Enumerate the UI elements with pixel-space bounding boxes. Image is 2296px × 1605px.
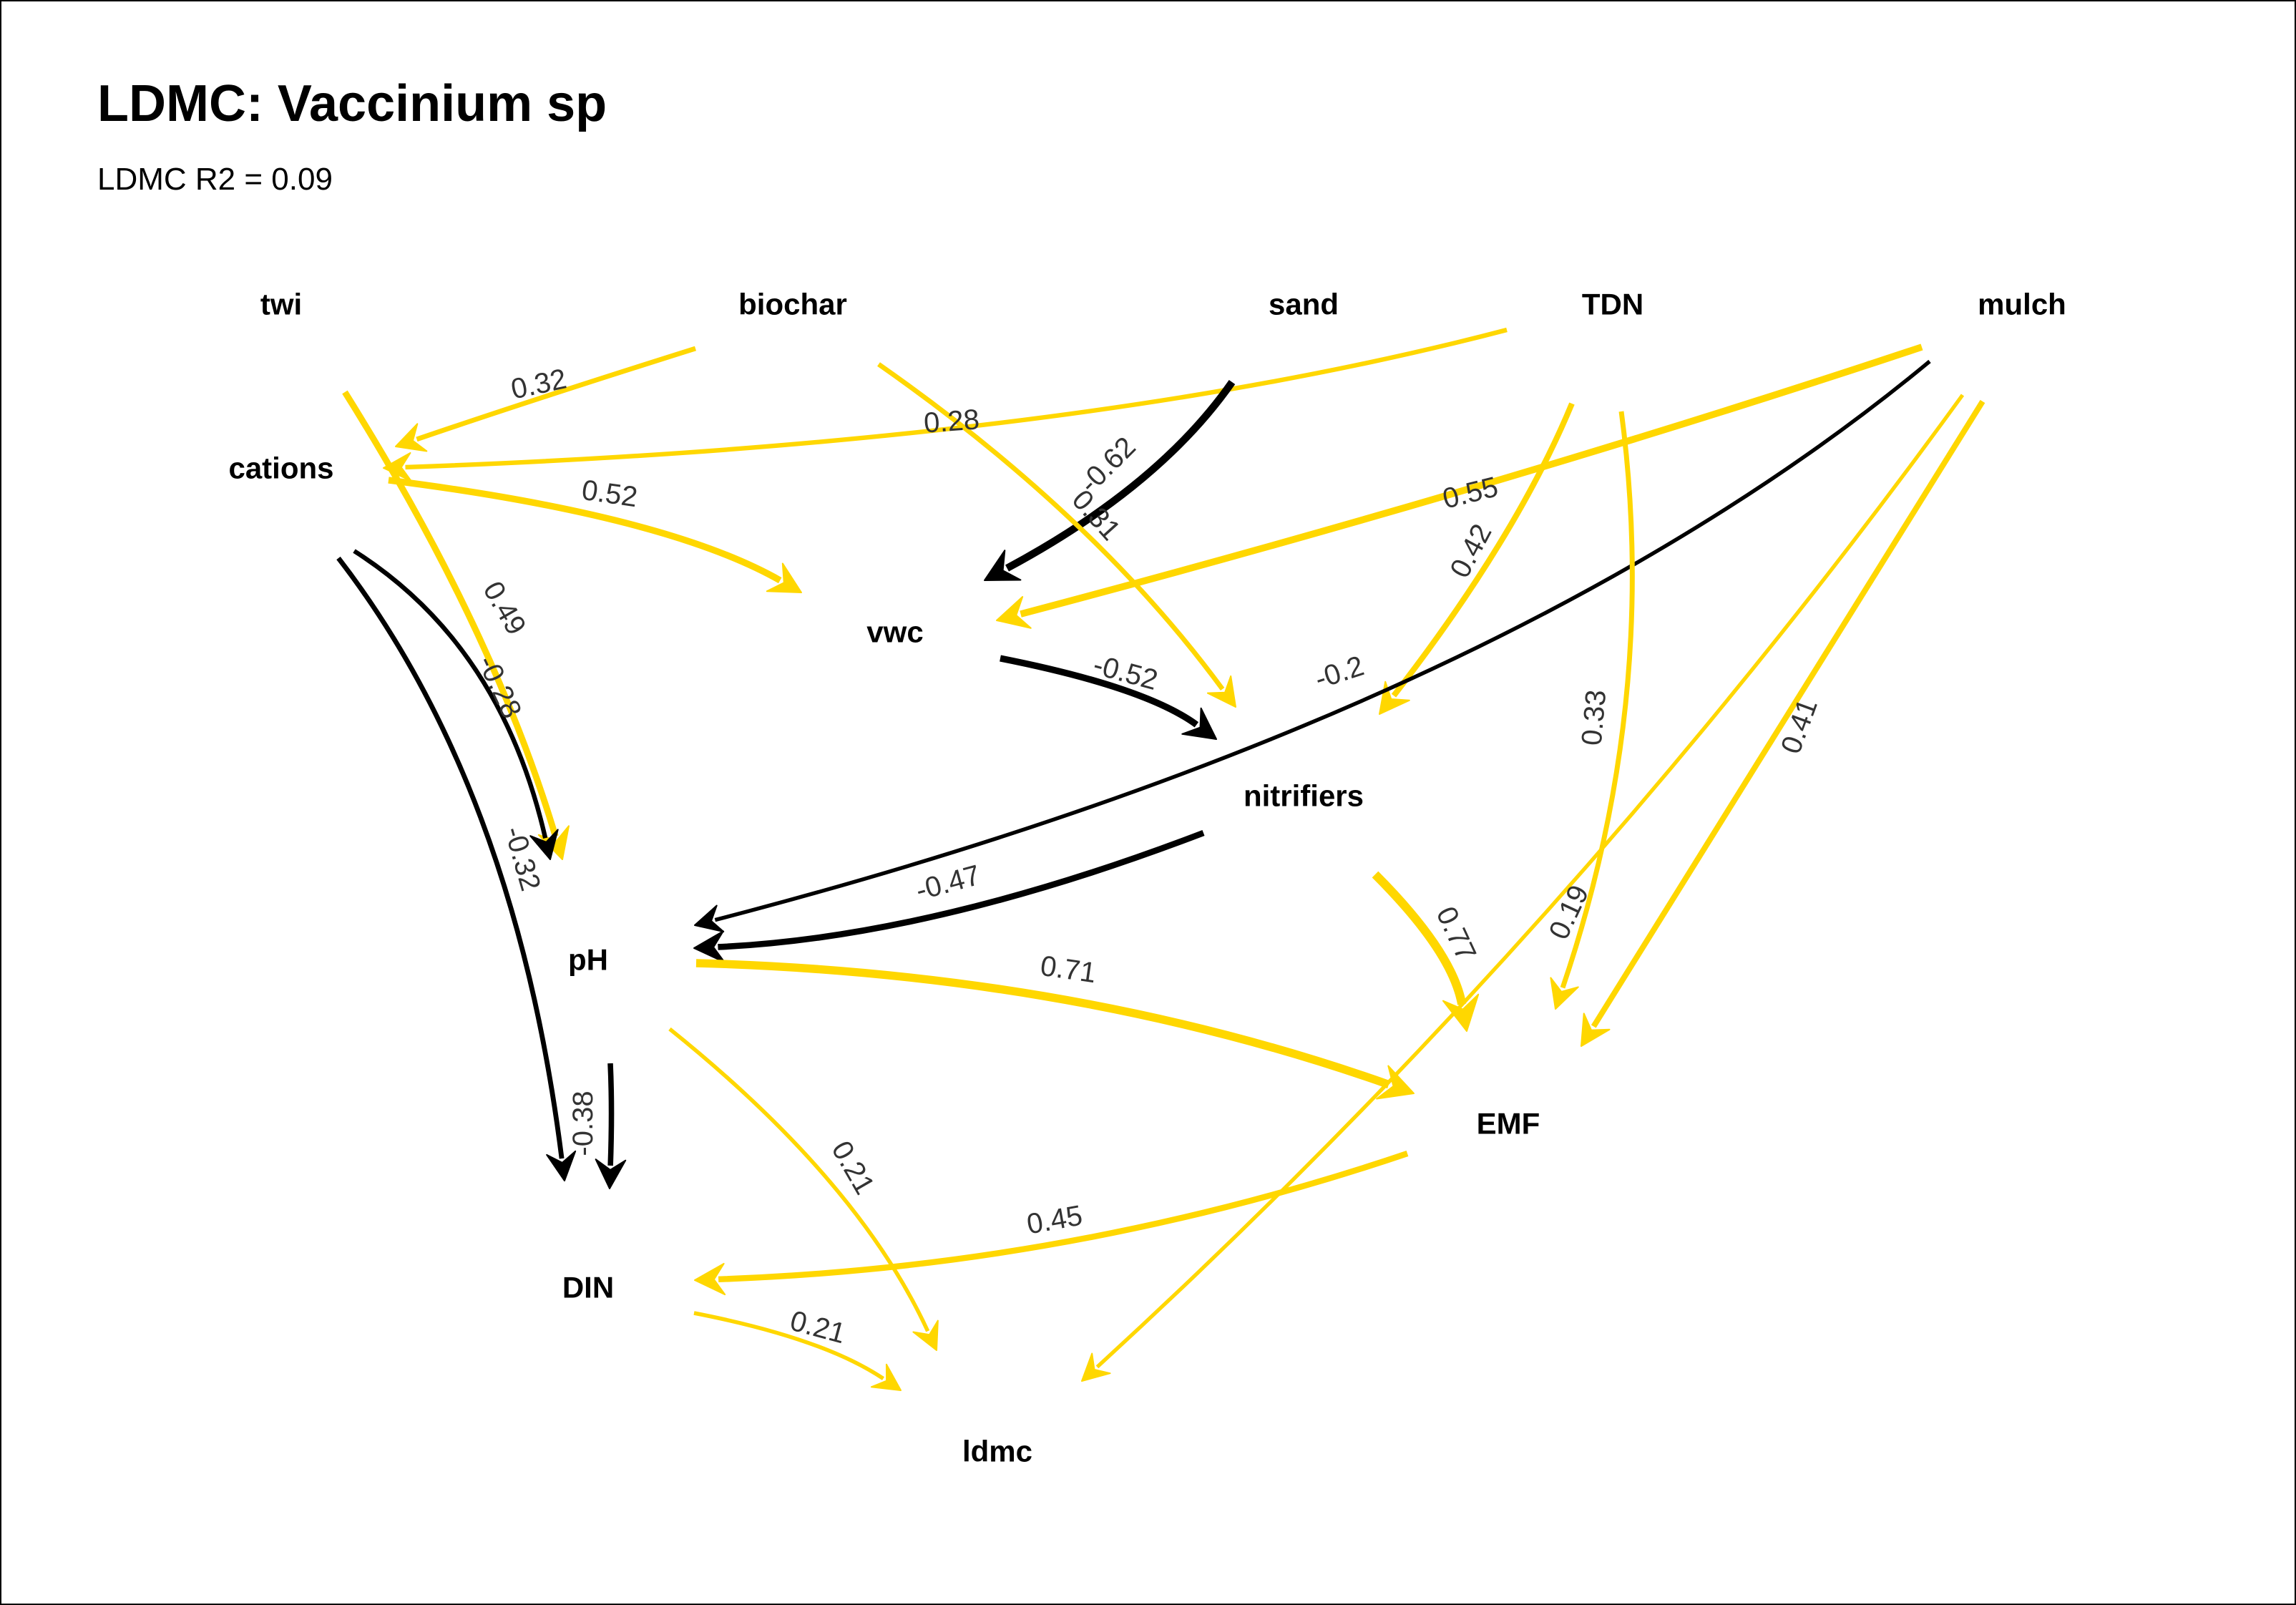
- arrowhead-mulch-to-pH: [694, 904, 725, 933]
- edge-label-cations-to-vwc: 0.52: [580, 474, 639, 513]
- nodes-layer: twi biochar sand TDN mulch cations vwc nitrifie…: [228, 288, 2066, 1468]
- edge-labels-layer: 0.320.280.52 -0.620.31 0.550.420.49-0.28-0…: [472, 363, 1824, 1350]
- edge-label-TDN-to-cations: 0.28: [923, 404, 981, 439]
- edge-mulch-to-ldmc: [1095, 394, 1965, 1369]
- node-DIN: DIN: [562, 1271, 614, 1304]
- edge-label-pH-to-ldmc: 0.21: [825, 1136, 880, 1199]
- edge-label-TDN-to-EMF: 0.33: [1576, 688, 1613, 746]
- edge-mulch-to-EMF: [1591, 399, 1985, 1028]
- edge-label-TDN-to-nitrifiers: 0.42: [1444, 519, 1498, 582]
- arrowhead-cations-to-pH: [529, 829, 559, 860]
- arrowhead-TDN-to-EMF: [1550, 977, 1579, 1010]
- node-twi: twi: [260, 288, 302, 321]
- node-cations: cations: [228, 452, 333, 485]
- arrowhead-biochar-to-nitrifiers: [1206, 675, 1236, 708]
- node-TDN: TDN: [1582, 288, 1643, 321]
- arrowhead-biochar-to-cations: [395, 423, 428, 452]
- edge-biochar-to-cations: [416, 346, 697, 442]
- edge-label-nitrifiers-to-pH: -0.47: [912, 859, 983, 907]
- edge-nitrifiers-to-pH: [718, 829, 1205, 950]
- edge-TDN-to-EMF: [1560, 411, 1635, 989]
- arrowhead-TDN-to-cations: [383, 452, 412, 482]
- node-biochar: biochar: [738, 288, 847, 321]
- node-vwc: vwc: [866, 615, 923, 649]
- edge-cations-to-pH: [353, 549, 548, 839]
- arrowhead-EMF-to-DIN: [694, 1262, 726, 1296]
- arrowhead-sand-to-vwc: [984, 550, 1022, 581]
- node-pH: pH: [568, 943, 608, 977]
- edge-EMF-to-DIN: [718, 1151, 1409, 1283]
- edge-mulch-to-vwc: [1020, 343, 1923, 618]
- edge-label-mulch-to-EMF: 0.41: [1775, 695, 1824, 758]
- edge-label-mulch-to-pH: -0.2: [1311, 650, 1367, 695]
- edge-vwc-to-nitrifiers: [1000, 655, 1199, 728]
- edge-label-pH-to-DIN: -0.38: [567, 1091, 599, 1156]
- node-sand: sand: [1269, 288, 1339, 321]
- edge-label-biochar-to-cations: 0.32: [508, 363, 569, 405]
- diagram-title: LDMC: Vaccinium sp: [97, 75, 607, 132]
- node-EMF: EMF: [1477, 1107, 1540, 1141]
- arrowhead-nitrifiers-to-pH: [693, 930, 726, 963]
- edge-biochar-to-nitrifiers: [877, 362, 1225, 691]
- edge-label-pH-to-EMF: 0.71: [1038, 950, 1098, 989]
- node-ldmc: ldmc: [962, 1435, 1032, 1468]
- edge-TDN-to-nitrifiers: [1391, 402, 1575, 698]
- edge-label-twi-to-pH: 0.49: [477, 576, 532, 640]
- arrowhead-cations-to-vwc: [766, 562, 802, 593]
- edge-label-DIN-to-ldmc: 0.21: [787, 1305, 849, 1350]
- node-mulch: mulch: [1978, 288, 2066, 321]
- arrowhead-DIN-to-ldmc: [870, 1363, 902, 1391]
- arrowhead-nitrifiers-to-EMF: [1442, 993, 1480, 1032]
- edge-nitrifiers-to-EMF: [1372, 871, 1467, 1005]
- edge-cations-to-vwc: [388, 477, 782, 584]
- edge-mulch-to-pH: [714, 359, 1931, 922]
- edge-DIN-to-ldmc: [693, 1311, 885, 1380]
- arrowhead-vwc-to-nitrifiers: [1181, 707, 1217, 740]
- arrowhead-pH-to-EMF: [1376, 1065, 1415, 1100]
- arrowhead-mulch-to-EMF: [1581, 1013, 1611, 1047]
- edge-cations-to-DIN: [336, 556, 565, 1159]
- arrowhead-pH-to-DIN: [595, 1158, 627, 1189]
- edge-label-mulch-to-vwc: 0.55: [1440, 471, 1501, 515]
- edge-label-cations-to-pH: -0.28: [472, 650, 527, 723]
- edge-pH-to-EMF: [695, 959, 1390, 1089]
- node-nitrifiers: nitrifiers: [1244, 779, 1364, 813]
- arrowhead-mulch-to-ldmc: [1081, 1352, 1111, 1382]
- arrowhead-pH-to-ldmc: [912, 1319, 939, 1351]
- edge-TDN-to-cations: [405, 327, 1508, 470]
- arrowhead-mulch-to-vwc: [996, 596, 1032, 629]
- edge-pH-to-DIN: [607, 1063, 615, 1166]
- edge-sand-to-vwc: [1005, 380, 1236, 572]
- edge-twi-to-pH: [342, 390, 559, 837]
- diagram-subtitle: LDMC R2 = 0.09: [97, 162, 333, 197]
- edges-layer: [336, 327, 1985, 1391]
- edge-pH-to-ldmc: [668, 1027, 930, 1332]
- edge-label-EMF-to-DIN: 0.45: [1025, 1200, 1085, 1241]
- arrowhead-cations-to-DIN: [546, 1150, 577, 1181]
- edge-label-biochar-to-nitrifiers: 0.31: [1066, 484, 1127, 546]
